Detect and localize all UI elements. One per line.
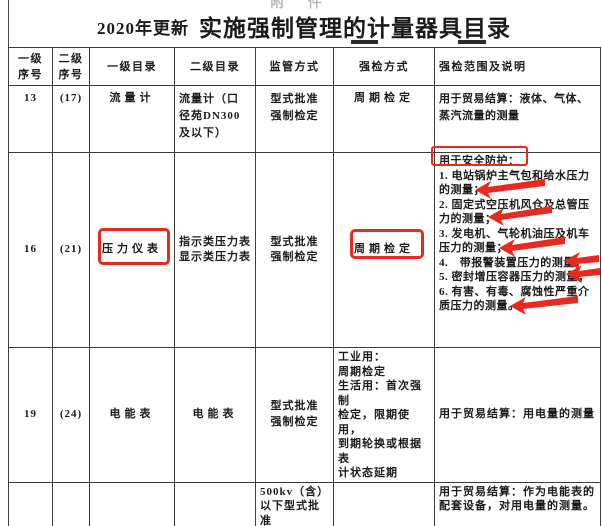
cell-catalog2: 电力测量用 互感器 bbox=[174, 481, 256, 526]
cell-catalog2: 指示类压力表 显示类压力表 bbox=[174, 152, 256, 348]
cell-scope: 用于贸易结算：液体、气体、 蒸汽流量的测量 bbox=[434, 85, 601, 153]
cell-catalog1: 电力测量 用互感器 bbox=[89, 481, 175, 526]
cell-level1-no: 16 bbox=[8, 152, 53, 348]
catalog-table: 一级 序号 二级 序号 一级目录 二级目录 监管方式 强检方式 强检范围及说明 … bbox=[8, 47, 601, 526]
document-title: 2020年更新 实施强制管理的计量器具目录 bbox=[8, 9, 600, 43]
cell-supervision-mode: 型式批准 强制检定 bbox=[255, 347, 334, 483]
cell-level1-no: 38 bbox=[8, 481, 53, 526]
cell-level2-no: (17) bbox=[52, 85, 90, 153]
table-row: 16 (21) 压力仪表 指示类压力表 显示类压力表 型式批准 强制检定 周期检… bbox=[8, 152, 601, 348]
header-level1-no: 一级 序号 bbox=[8, 47, 53, 86]
cell-verification-mode: 周期检定 bbox=[333, 85, 435, 153]
cell-catalog1: 电能表 bbox=[89, 347, 175, 483]
cell-level2-no: (24) bbox=[52, 347, 90, 483]
cell-catalog1: 压力仪表 bbox=[89, 152, 175, 348]
table-header-row: 一级 序号 二级 序号 一级目录 二级目录 监管方式 强检方式 强检范围及说明 bbox=[8, 47, 601, 86]
table-row: 13 (17) 流量计 流量计（口 径苑DN300 及以下） 型式批准 强制检定… bbox=[8, 85, 601, 153]
cell-verification-mode: 工业用： 周期检定 生活用：首次强制 检定，限期使用， 到期轮换或根据表 计状态… bbox=[333, 347, 435, 483]
cell-scope: 用于安全防护： 1. 电站锅炉主气包和给水压力 的测量； 2. 固定式空压机风仓… bbox=[434, 152, 601, 348]
cell-catalog2: 流量计（口 径苑DN300 及以下） bbox=[174, 85, 256, 153]
cell-scope: 用于贸易结算：用电量的测量 bbox=[434, 347, 601, 483]
table-row: 38 (52) 电力测量 用互感器 电力测量用 互感器 500kv（含） 以下型… bbox=[8, 481, 601, 526]
cell-level1-no: 13 bbox=[8, 85, 53, 153]
header-level2-no: 二级 序号 bbox=[52, 47, 90, 86]
title-prefix: 2020年更新 bbox=[97, 19, 189, 38]
page-header-remnant: 附 件 bbox=[270, 0, 332, 11]
cell-supervision-mode: 型式批准 强制检定 bbox=[255, 152, 334, 348]
cell-verification-mode: 周期检定 bbox=[333, 481, 435, 526]
header-catalog1: 一级目录 bbox=[89, 47, 175, 86]
cell-supervision-mode: 型式批准 强制检定 bbox=[255, 85, 334, 153]
page-left-border bbox=[8, 0, 9, 47]
cell-catalog1: 流量计 bbox=[89, 85, 175, 153]
table-row: 19 (24) 电能表 电能表 型式批准 强制检定 工业用： 周期检定 生活用：… bbox=[8, 347, 601, 483]
cell-level1-no: 19 bbox=[8, 347, 53, 483]
cell-verification-mode: 周期检定 bbox=[333, 152, 435, 348]
cell-level2-no: (52) bbox=[52, 481, 90, 526]
scan-artifact bbox=[351, 40, 378, 44]
title-main: 实施强制管理的计量器具目录 bbox=[199, 16, 511, 41]
cell-scope: 用于贸易结算：作为电能表的 配套设备，对用电量的测量。 bbox=[434, 481, 601, 526]
header-catalog2: 二级目录 bbox=[174, 47, 256, 86]
header-scope: 强检范围及说明 bbox=[434, 47, 601, 86]
cell-level2-no: (21) bbox=[52, 152, 90, 348]
scan-artifact bbox=[458, 40, 486, 44]
cell-supervision-mode: 500kv（含） 以下型式批准 、强制检定； 500kv 以上型 式批准 bbox=[255, 481, 334, 526]
header-verification-mode: 强检方式 bbox=[333, 47, 435, 86]
cell-catalog2: 电能表 bbox=[174, 347, 256, 483]
header-supervision-mode: 监管方式 bbox=[255, 47, 334, 86]
